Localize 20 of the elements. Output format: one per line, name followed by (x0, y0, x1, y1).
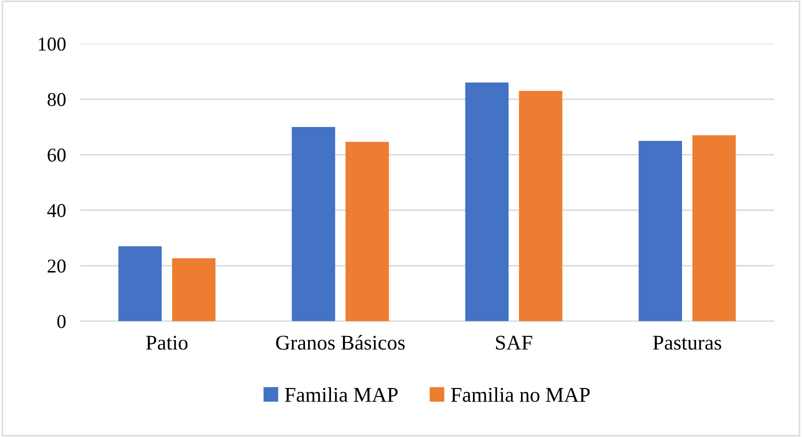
x-tick-label: Pasturas (653, 336, 722, 350)
y-tick-label: 20 (48, 260, 66, 273)
x-tick-label: Patio (146, 336, 188, 350)
legend-label: Familia no MAP (451, 387, 590, 402)
bar (638, 140, 682, 322)
bar (346, 142, 389, 322)
y-tick-label: 100 (38, 38, 66, 51)
y-tick-label: 80 (48, 93, 66, 106)
bar (118, 246, 162, 322)
bar (465, 82, 509, 322)
x-tick-label: Granos Básicos (276, 335, 405, 350)
bar (292, 126, 336, 322)
x-tick-label: SAF (496, 336, 532, 350)
bar (518, 90, 562, 322)
legend-label: Familia MAP (285, 387, 398, 402)
y-tick-label: 40 (47, 204, 66, 218)
bar (692, 135, 736, 322)
y-tick-label: 60 (48, 148, 66, 162)
y-tick-label: 0 (57, 315, 66, 328)
bar (172, 258, 216, 322)
